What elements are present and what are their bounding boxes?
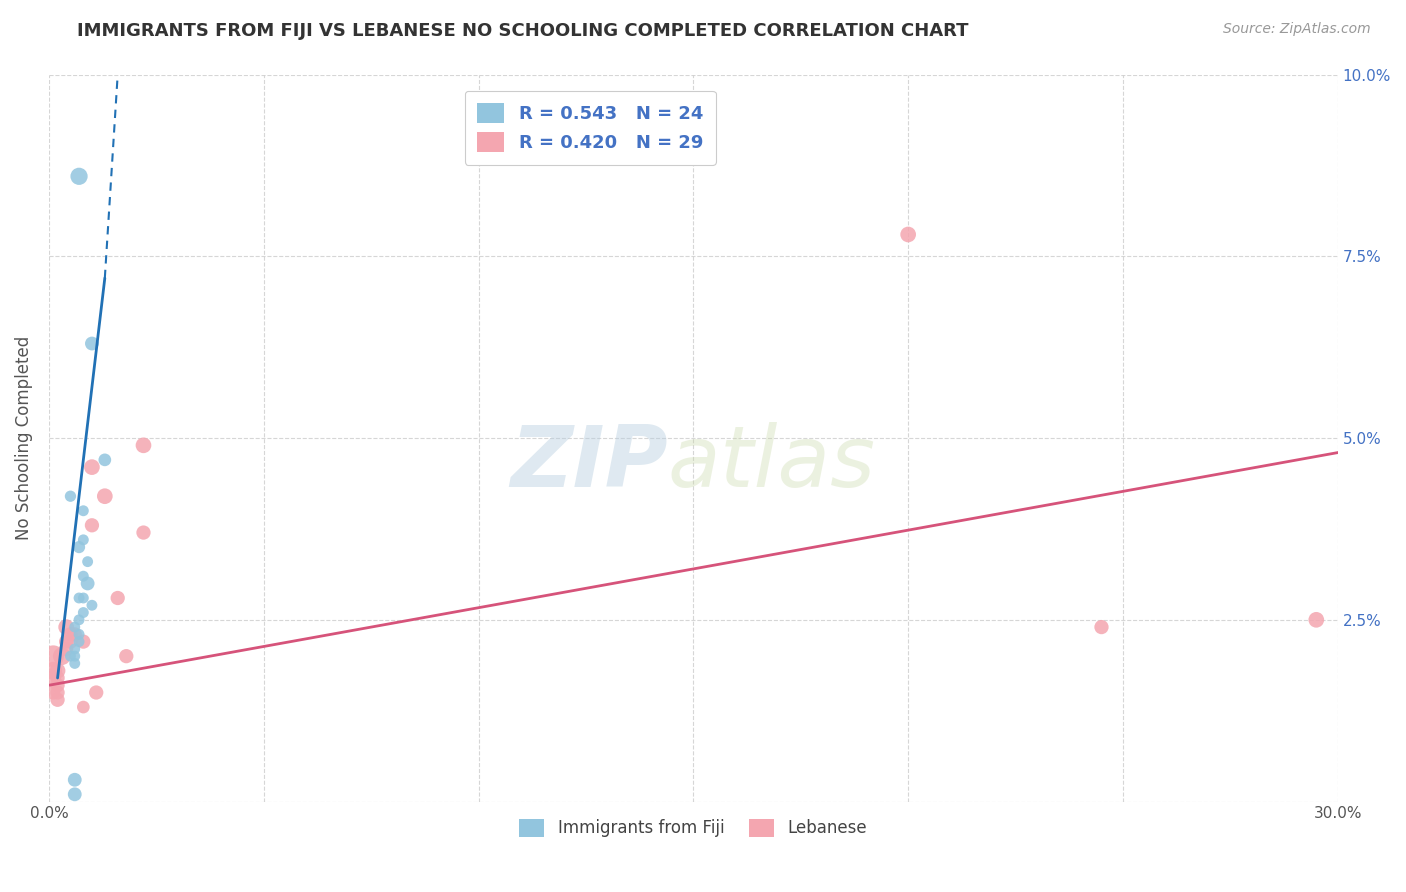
Text: atlas: atlas <box>668 422 876 505</box>
Point <box>67 169 90 184</box>
Point <box>55 634 77 648</box>
Point <box>72 569 94 583</box>
Point <box>59 489 82 503</box>
Text: ZIP: ZIP <box>510 422 668 505</box>
Point <box>72 591 94 605</box>
Point <box>67 591 90 605</box>
Point <box>67 634 90 648</box>
Point <box>59 634 82 648</box>
Point <box>55 641 77 656</box>
Point <box>67 613 90 627</box>
Point <box>72 606 94 620</box>
Point <box>42 685 65 699</box>
Point <box>72 533 94 547</box>
Point <box>94 453 117 467</box>
Point <box>94 489 117 503</box>
Point <box>63 649 86 664</box>
Point <box>59 627 82 641</box>
Point <box>63 787 86 801</box>
Point <box>42 649 65 664</box>
Point <box>80 336 103 351</box>
Point <box>76 576 98 591</box>
Point <box>80 460 103 475</box>
Point <box>72 700 94 714</box>
Point <box>46 693 69 707</box>
Point <box>115 649 138 664</box>
Legend: Immigrants from Fiji, Lebanese: Immigrants from Fiji, Lebanese <box>513 812 875 844</box>
Point <box>132 525 155 540</box>
Point <box>63 772 86 787</box>
Point <box>46 678 69 692</box>
Point <box>63 657 86 671</box>
Point <box>67 540 90 554</box>
Point <box>1090 620 1112 634</box>
Point <box>897 227 920 242</box>
Text: Source: ZipAtlas.com: Source: ZipAtlas.com <box>1223 22 1371 37</box>
Point <box>42 671 65 685</box>
Point <box>76 555 98 569</box>
Point <box>55 620 77 634</box>
Point <box>80 518 103 533</box>
Point <box>67 627 90 641</box>
Point <box>63 641 86 656</box>
Point <box>107 591 129 605</box>
Point <box>80 599 103 613</box>
Point <box>59 649 82 664</box>
Point <box>42 664 65 678</box>
Point <box>72 634 94 648</box>
Point <box>46 685 69 699</box>
Point <box>51 649 73 664</box>
Point <box>63 627 86 641</box>
Point <box>1305 613 1327 627</box>
Y-axis label: No Schooling Completed: No Schooling Completed <box>15 336 32 541</box>
Text: IMMIGRANTS FROM FIJI VS LEBANESE NO SCHOOLING COMPLETED CORRELATION CHART: IMMIGRANTS FROM FIJI VS LEBANESE NO SCHO… <box>77 22 969 40</box>
Point <box>63 620 86 634</box>
Point <box>132 438 155 452</box>
Point <box>46 671 69 685</box>
Point <box>46 664 69 678</box>
Point <box>84 685 107 699</box>
Point <box>72 504 94 518</box>
